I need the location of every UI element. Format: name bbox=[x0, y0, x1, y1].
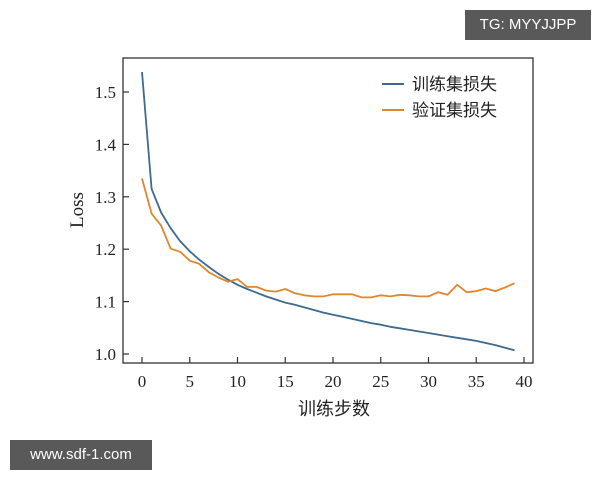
legend: 训练集损失 验证集损失 bbox=[382, 75, 497, 121]
x-axis: 0 5 10 15 20 25 30 35 40 bbox=[138, 357, 533, 391]
x-tick-label: 0 bbox=[138, 372, 147, 391]
x-tick-label: 35 bbox=[468, 372, 485, 391]
y-tick-label: 1.1 bbox=[95, 293, 116, 312]
plot-frame bbox=[122, 57, 534, 364]
x-tick-label: 5 bbox=[186, 372, 195, 391]
y-tick-label: 1.4 bbox=[95, 135, 117, 154]
x-tick-label: 15 bbox=[277, 372, 294, 391]
x-tick-label: 40 bbox=[516, 372, 533, 391]
x-tick-label: 10 bbox=[229, 372, 246, 391]
x-tick-label: 25 bbox=[372, 372, 389, 391]
y-axis: 1.0 1.1 1.2 1.3 1.4 1.5 bbox=[95, 83, 129, 364]
watermark-top-right: TG: MYYJJPP bbox=[465, 10, 591, 40]
train-loss-line bbox=[141, 72, 515, 352]
plot-area bbox=[141, 72, 515, 352]
x-tick-label: 30 bbox=[420, 372, 437, 391]
y-tick-label: 1.3 bbox=[95, 188, 116, 207]
y-tick-label: 1.0 bbox=[95, 345, 116, 364]
y-tick-label: 1.2 bbox=[95, 240, 116, 259]
watermark-bottom-left: www.sdf-1.com bbox=[10, 440, 152, 470]
val-loss-line bbox=[141, 178, 515, 299]
y-tick-label: 1.5 bbox=[95, 83, 116, 102]
legend-label-train: 训练集损失 bbox=[412, 75, 497, 95]
y-axis-label: Loss bbox=[67, 192, 88, 228]
x-axis-label: 训练步数 bbox=[298, 399, 370, 420]
legend-label-val: 验证集损失 bbox=[412, 101, 497, 121]
x-tick-label: 20 bbox=[325, 372, 342, 391]
